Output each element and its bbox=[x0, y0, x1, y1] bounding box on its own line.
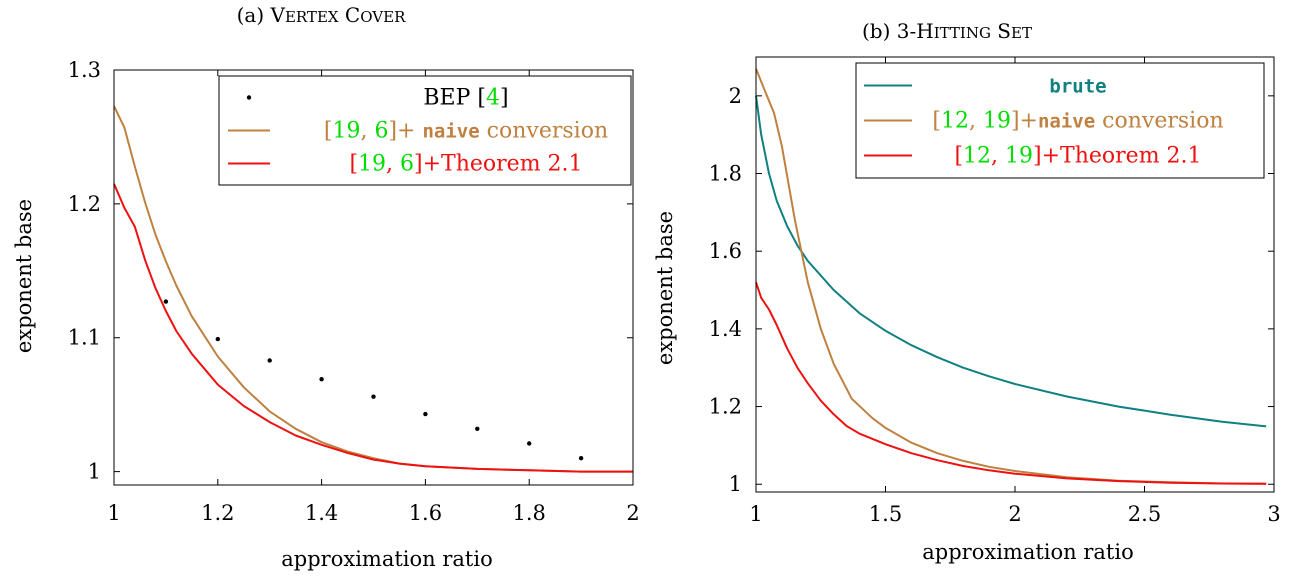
panel-vertex-cover: (a) VERTEX COVER exponent base approxima… bbox=[12, 3, 640, 571]
x-tick-label: 2 bbox=[626, 501, 639, 525]
plot-frame bbox=[755, 56, 1275, 493]
data-point-bep bbox=[371, 394, 376, 399]
panel-3-hitting-set: (b) 3-HITTING SET exponent base approxim… bbox=[653, 19, 1281, 564]
x-tick-label: 1 bbox=[107, 501, 120, 525]
caption-name: VERTEX COVER bbox=[270, 3, 407, 27]
x-tick-label: 1.2 bbox=[201, 501, 234, 525]
legend-box bbox=[218, 75, 632, 186]
caption-prefix: (b) bbox=[862, 19, 897, 43]
legend-marker-bep bbox=[246, 95, 252, 100]
x-tick-label: 1.6 bbox=[409, 501, 442, 525]
series-line-thm bbox=[755, 281, 1267, 485]
x-axis-label: approximation ratio bbox=[922, 540, 1133, 564]
legend-box bbox=[855, 62, 1265, 179]
y-tick-label: 1.8 bbox=[709, 162, 742, 186]
data-point-bep bbox=[475, 426, 480, 431]
y-tick-label: 1 bbox=[88, 460, 101, 484]
y-tick-label: 1.4 bbox=[709, 317, 742, 341]
legend-label-brute: brute bbox=[1049, 76, 1106, 98]
plot-frame bbox=[113, 69, 634, 486]
panel-caption: (a) VERTEX COVER bbox=[237, 3, 406, 27]
legend-label-naive: [12, 19]+naive conversion bbox=[932, 109, 1223, 134]
y-tick-label: 1.2 bbox=[68, 192, 101, 216]
y-tick-label: 1.3 bbox=[68, 58, 101, 82]
legend: brute [12, 19]+naive conversion [12, 19]+T… bbox=[855, 62, 1265, 179]
x-tick-label: 1.4 bbox=[305, 501, 338, 525]
caption-prefix: (a) bbox=[237, 3, 271, 27]
x-tick-label: 1 bbox=[749, 502, 762, 526]
y-tick-label: 1 bbox=[729, 472, 742, 496]
y-tick-label: 2 bbox=[729, 84, 742, 108]
data-point-bep bbox=[423, 411, 428, 417]
data-point-bep bbox=[319, 377, 324, 382]
data-point-bep bbox=[163, 299, 169, 304]
x-tick-label: 3 bbox=[1267, 502, 1280, 526]
panel-caption: (b) 3-HITTING SET bbox=[862, 19, 1032, 43]
data-point-bep bbox=[578, 456, 584, 461]
y-tick-label: 1.2 bbox=[709, 395, 742, 419]
data-point-bep bbox=[267, 358, 272, 363]
legend-label-bep: BEP [4] bbox=[423, 86, 508, 111]
caption-name: 3-HITTING SET bbox=[897, 19, 1032, 43]
legend-label-naive: [19, 6]+ naive conversion bbox=[324, 119, 608, 144]
series-line-thm bbox=[113, 183, 633, 473]
y-axis-label: exponent base bbox=[653, 211, 677, 365]
legend-label-thm: [12, 19]+Theorem 2.1 bbox=[954, 144, 1201, 169]
data-point-bep bbox=[527, 441, 532, 446]
series-line-brute bbox=[755, 95, 1267, 428]
x-tick-label: 1.5 bbox=[869, 502, 902, 526]
x-axis-label: approximation ratio bbox=[281, 547, 492, 571]
y-tick-label: 1.6 bbox=[709, 239, 742, 263]
legend: BEP [4] [19, 6]+ naive conversion [19, 6]+… bbox=[218, 75, 632, 186]
y-tick-label: 1.1 bbox=[68, 326, 101, 350]
x-tick-label: 1.8 bbox=[512, 501, 545, 525]
legend-label-thm: [19, 6]+Theorem 2.1 bbox=[349, 152, 582, 177]
x-tick-label: 2.5 bbox=[1128, 502, 1161, 526]
data-point-bep bbox=[215, 336, 220, 342]
y-axis-label: exponent base bbox=[12, 199, 36, 353]
x-tick-label: 2 bbox=[1008, 502, 1021, 526]
